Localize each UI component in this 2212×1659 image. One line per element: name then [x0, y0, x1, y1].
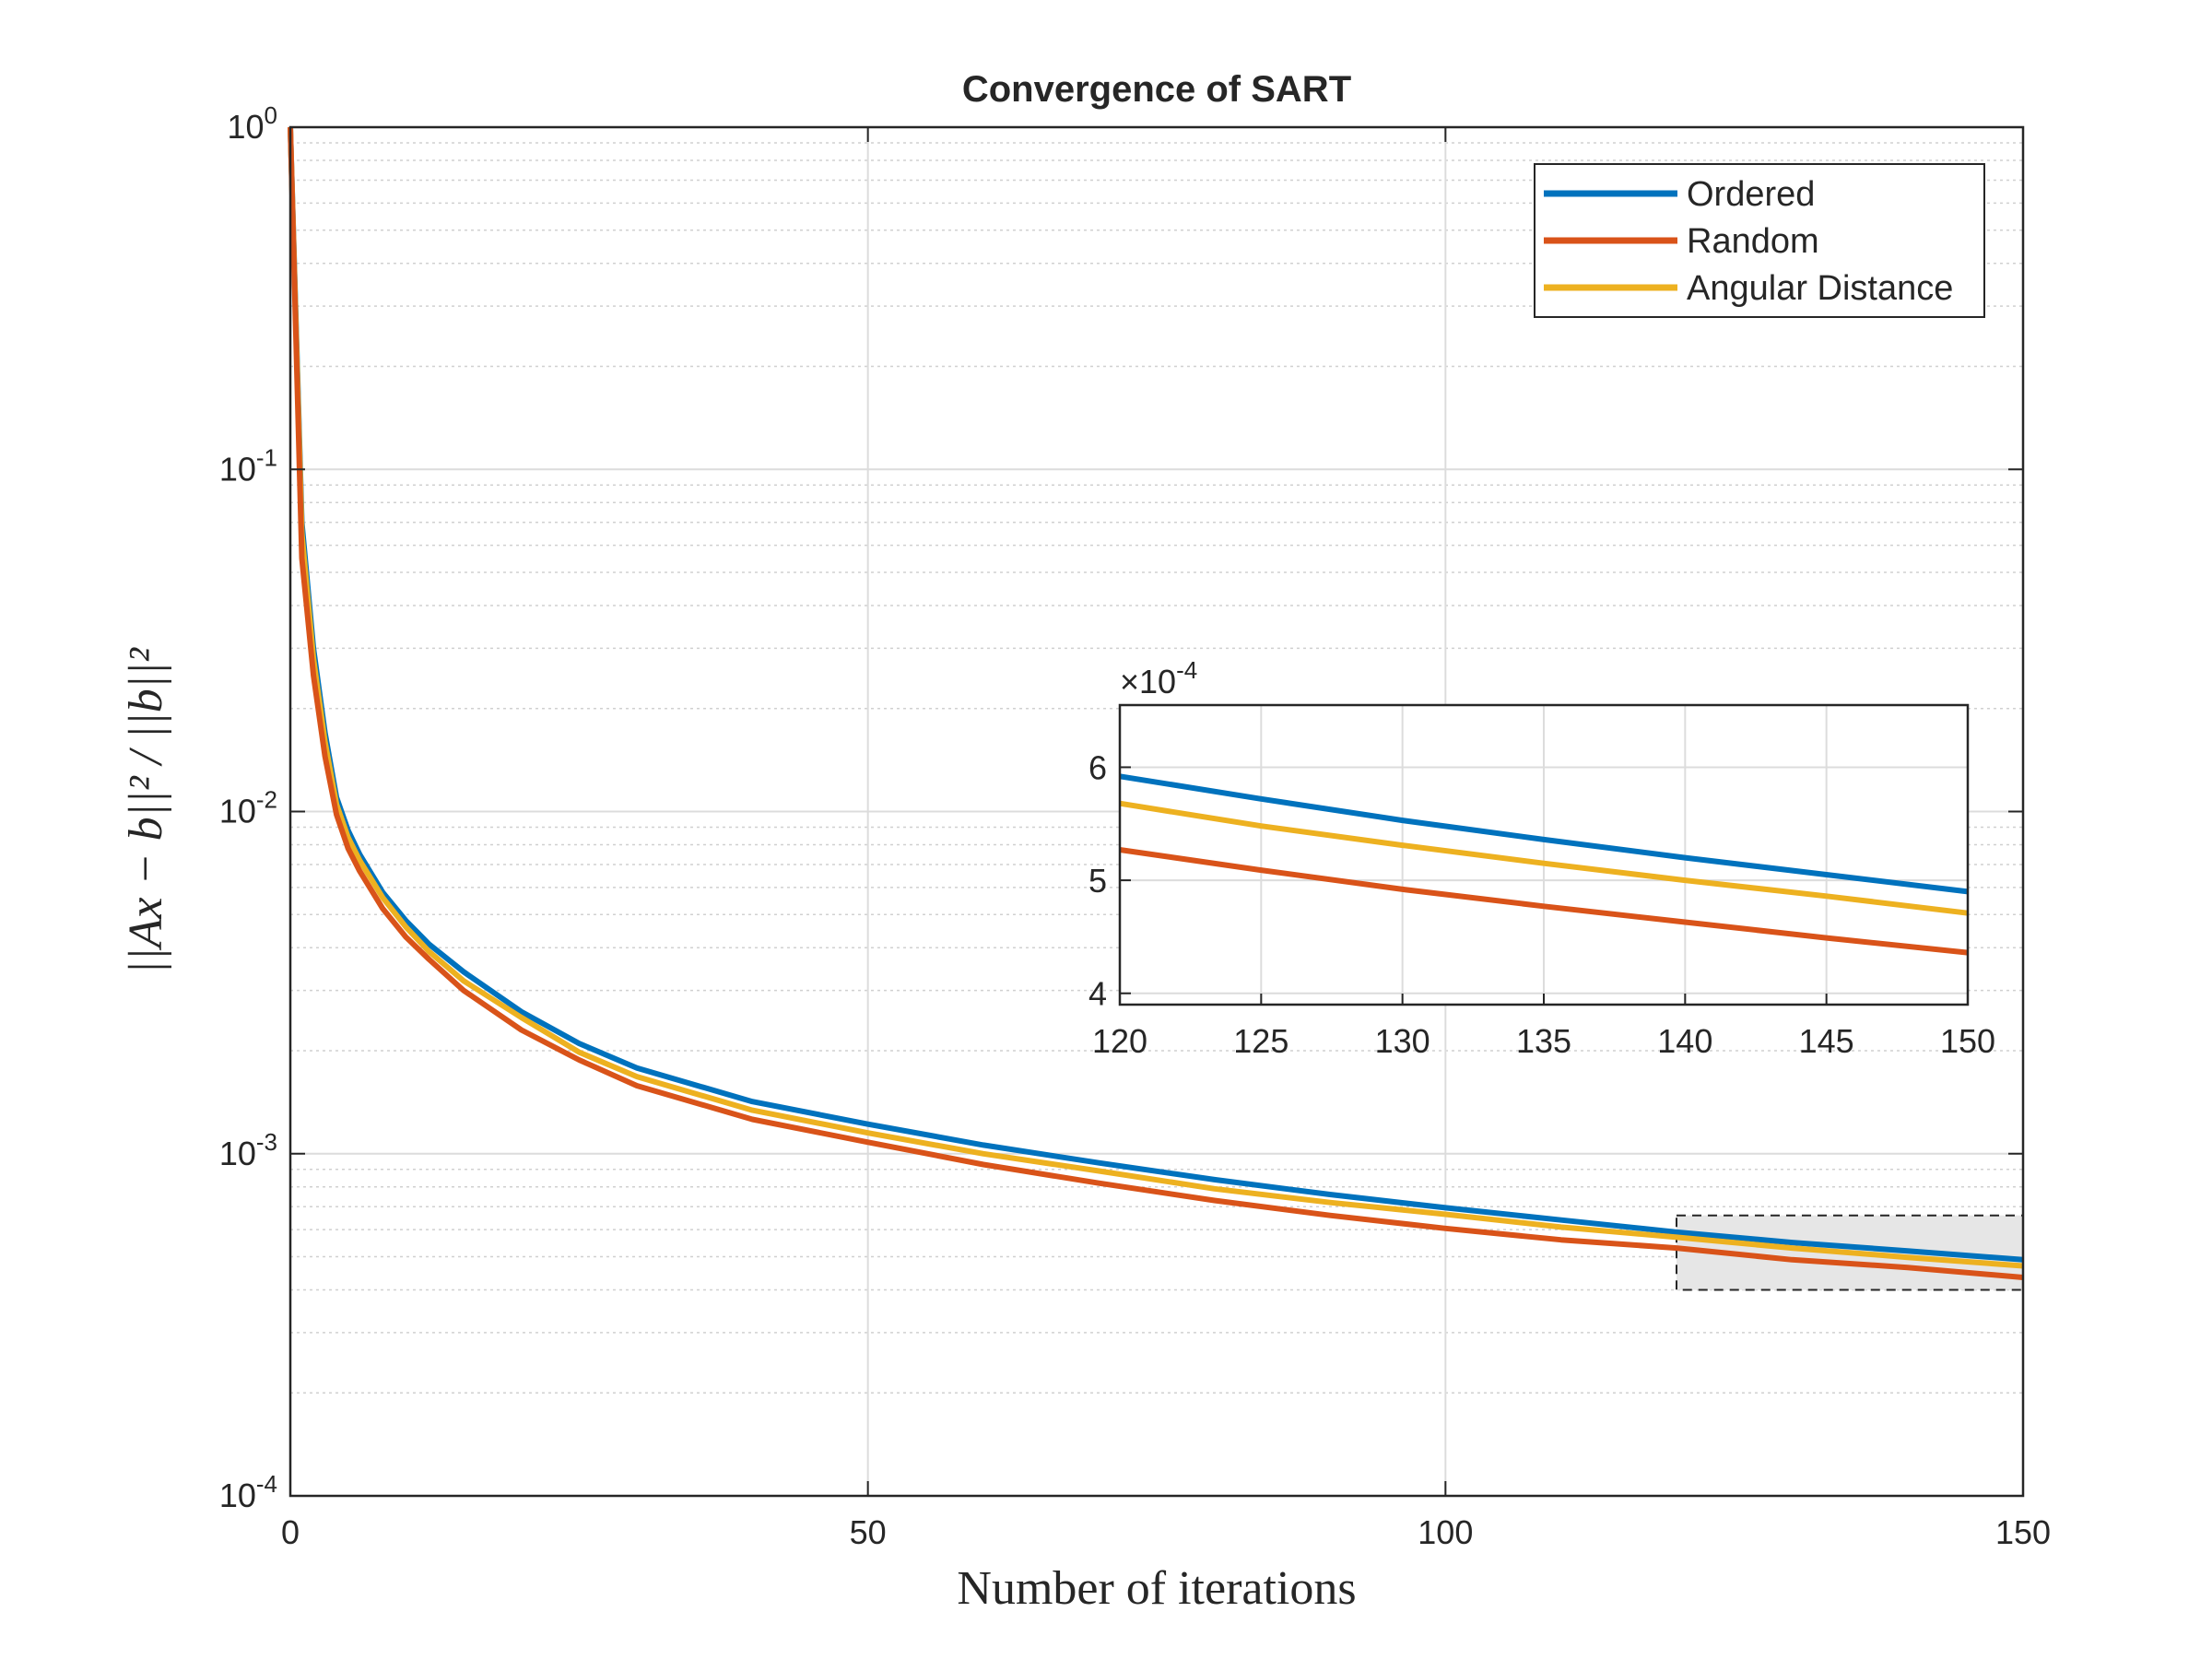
inset-scale-base: ×10	[1120, 663, 1176, 700]
x-tick-label: 100	[1418, 1513, 1473, 1551]
inset-series-line-angular-distance	[1119, 800, 1969, 916]
inset-x-tick-label: 120	[1092, 1022, 1147, 1060]
main-series-lines	[288, 126, 2024, 1280]
y-tick-label: 10-1	[219, 443, 277, 488]
y-tick-label: 10-4	[219, 1470, 277, 1514]
x-tick-label: 50	[850, 1513, 887, 1551]
inset-x-tick-label: 145	[1799, 1022, 1854, 1060]
legend-label: Ordered	[1687, 175, 1815, 214]
main-ticks: 0 50 100 150 100 10-1 10-2 10-3 10-4	[219, 101, 2051, 1551]
legend-label: Random	[1687, 222, 1819, 261]
y-tick-label: 10-3	[219, 1128, 277, 1172]
x-axis-label: Number of iterations	[957, 1562, 1356, 1615]
legend-label: Angular Distance	[1687, 269, 1953, 308]
x-tick-label: 150	[1995, 1513, 2051, 1551]
inset-y-tick-label: 5	[1088, 862, 1107, 900]
inset-scale-label: ×10-4	[1120, 656, 1197, 700]
inset-x-tick-label: 135	[1516, 1022, 1571, 1060]
x-tick-label: 0	[281, 1513, 300, 1551]
inset-series-line-ordered	[1119, 773, 1969, 895]
inset-x-tick-label: 130	[1375, 1022, 1430, 1060]
inset-x-tick-label: 125	[1233, 1022, 1288, 1060]
inset-ticks: 120 125 130 135 140 145 150 4 5 6	[1088, 748, 1995, 1060]
y-tick-label: 100	[227, 101, 277, 146]
inset-y-tick-label: 4	[1088, 975, 1107, 1013]
chart-title: Convergence of SART	[962, 69, 1351, 110]
inset-series-lines	[1119, 773, 1969, 956]
inset-series-line-random	[1119, 847, 1969, 956]
y-tick-label: 10-2	[219, 786, 277, 830]
series-line-angular-distance	[288, 126, 2024, 1269]
legend: Ordered Random Angular Distance	[1534, 163, 1985, 318]
series-line-random	[288, 126, 2024, 1280]
inset-x-tick-label: 150	[1940, 1022, 1995, 1060]
y-axis-label: ||Ax − b||² / ||b||²	[120, 647, 172, 974]
inset-scale-exp: -4	[1176, 656, 1197, 684]
inset-x-tick-label: 140	[1657, 1022, 1712, 1060]
inset-y-tick-label: 6	[1088, 748, 1107, 786]
